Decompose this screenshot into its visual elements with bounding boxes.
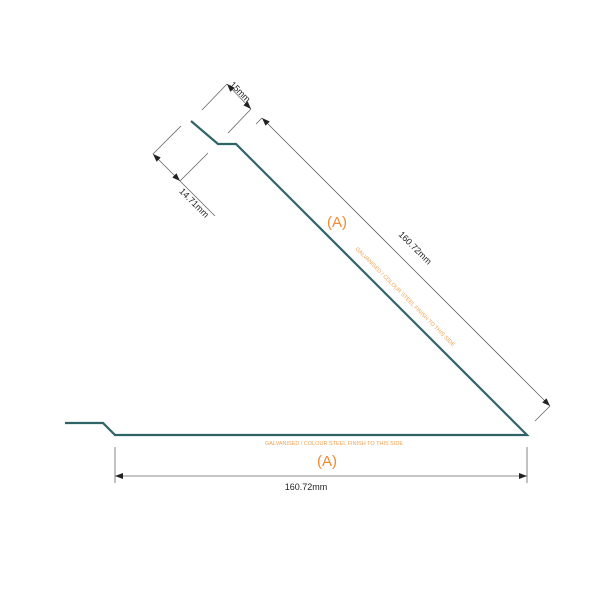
dimension-label-slant: 160.72mm: [397, 229, 434, 266]
dimension-label-15mm: 15mm: [228, 79, 253, 104]
side-marker-slant: (A): [327, 214, 347, 231]
dimension-label-14-71mm: 14.71mm: [177, 186, 211, 220]
flashing-profile: [65, 120, 530, 437]
dimension-slant-length: 160.72mm: [255, 117, 551, 422]
dimension-15mm: 15mm: [201, 79, 253, 134]
dimension-14-71mm: 14.71mm: [152, 125, 216, 220]
side-marker-base: (A): [317, 453, 337, 470]
finish-note-slant: GALVANISED / COLOUR STEEL FINISH TO THIS…: [354, 246, 456, 348]
dimension-label-base: 160.72mm: [285, 482, 328, 492]
dimension-base-length: 160.72mm: [114, 447, 528, 492]
finish-note-base: GALVANISED / COLOUR STEEL FINISH TO THIS…: [265, 441, 403, 447]
